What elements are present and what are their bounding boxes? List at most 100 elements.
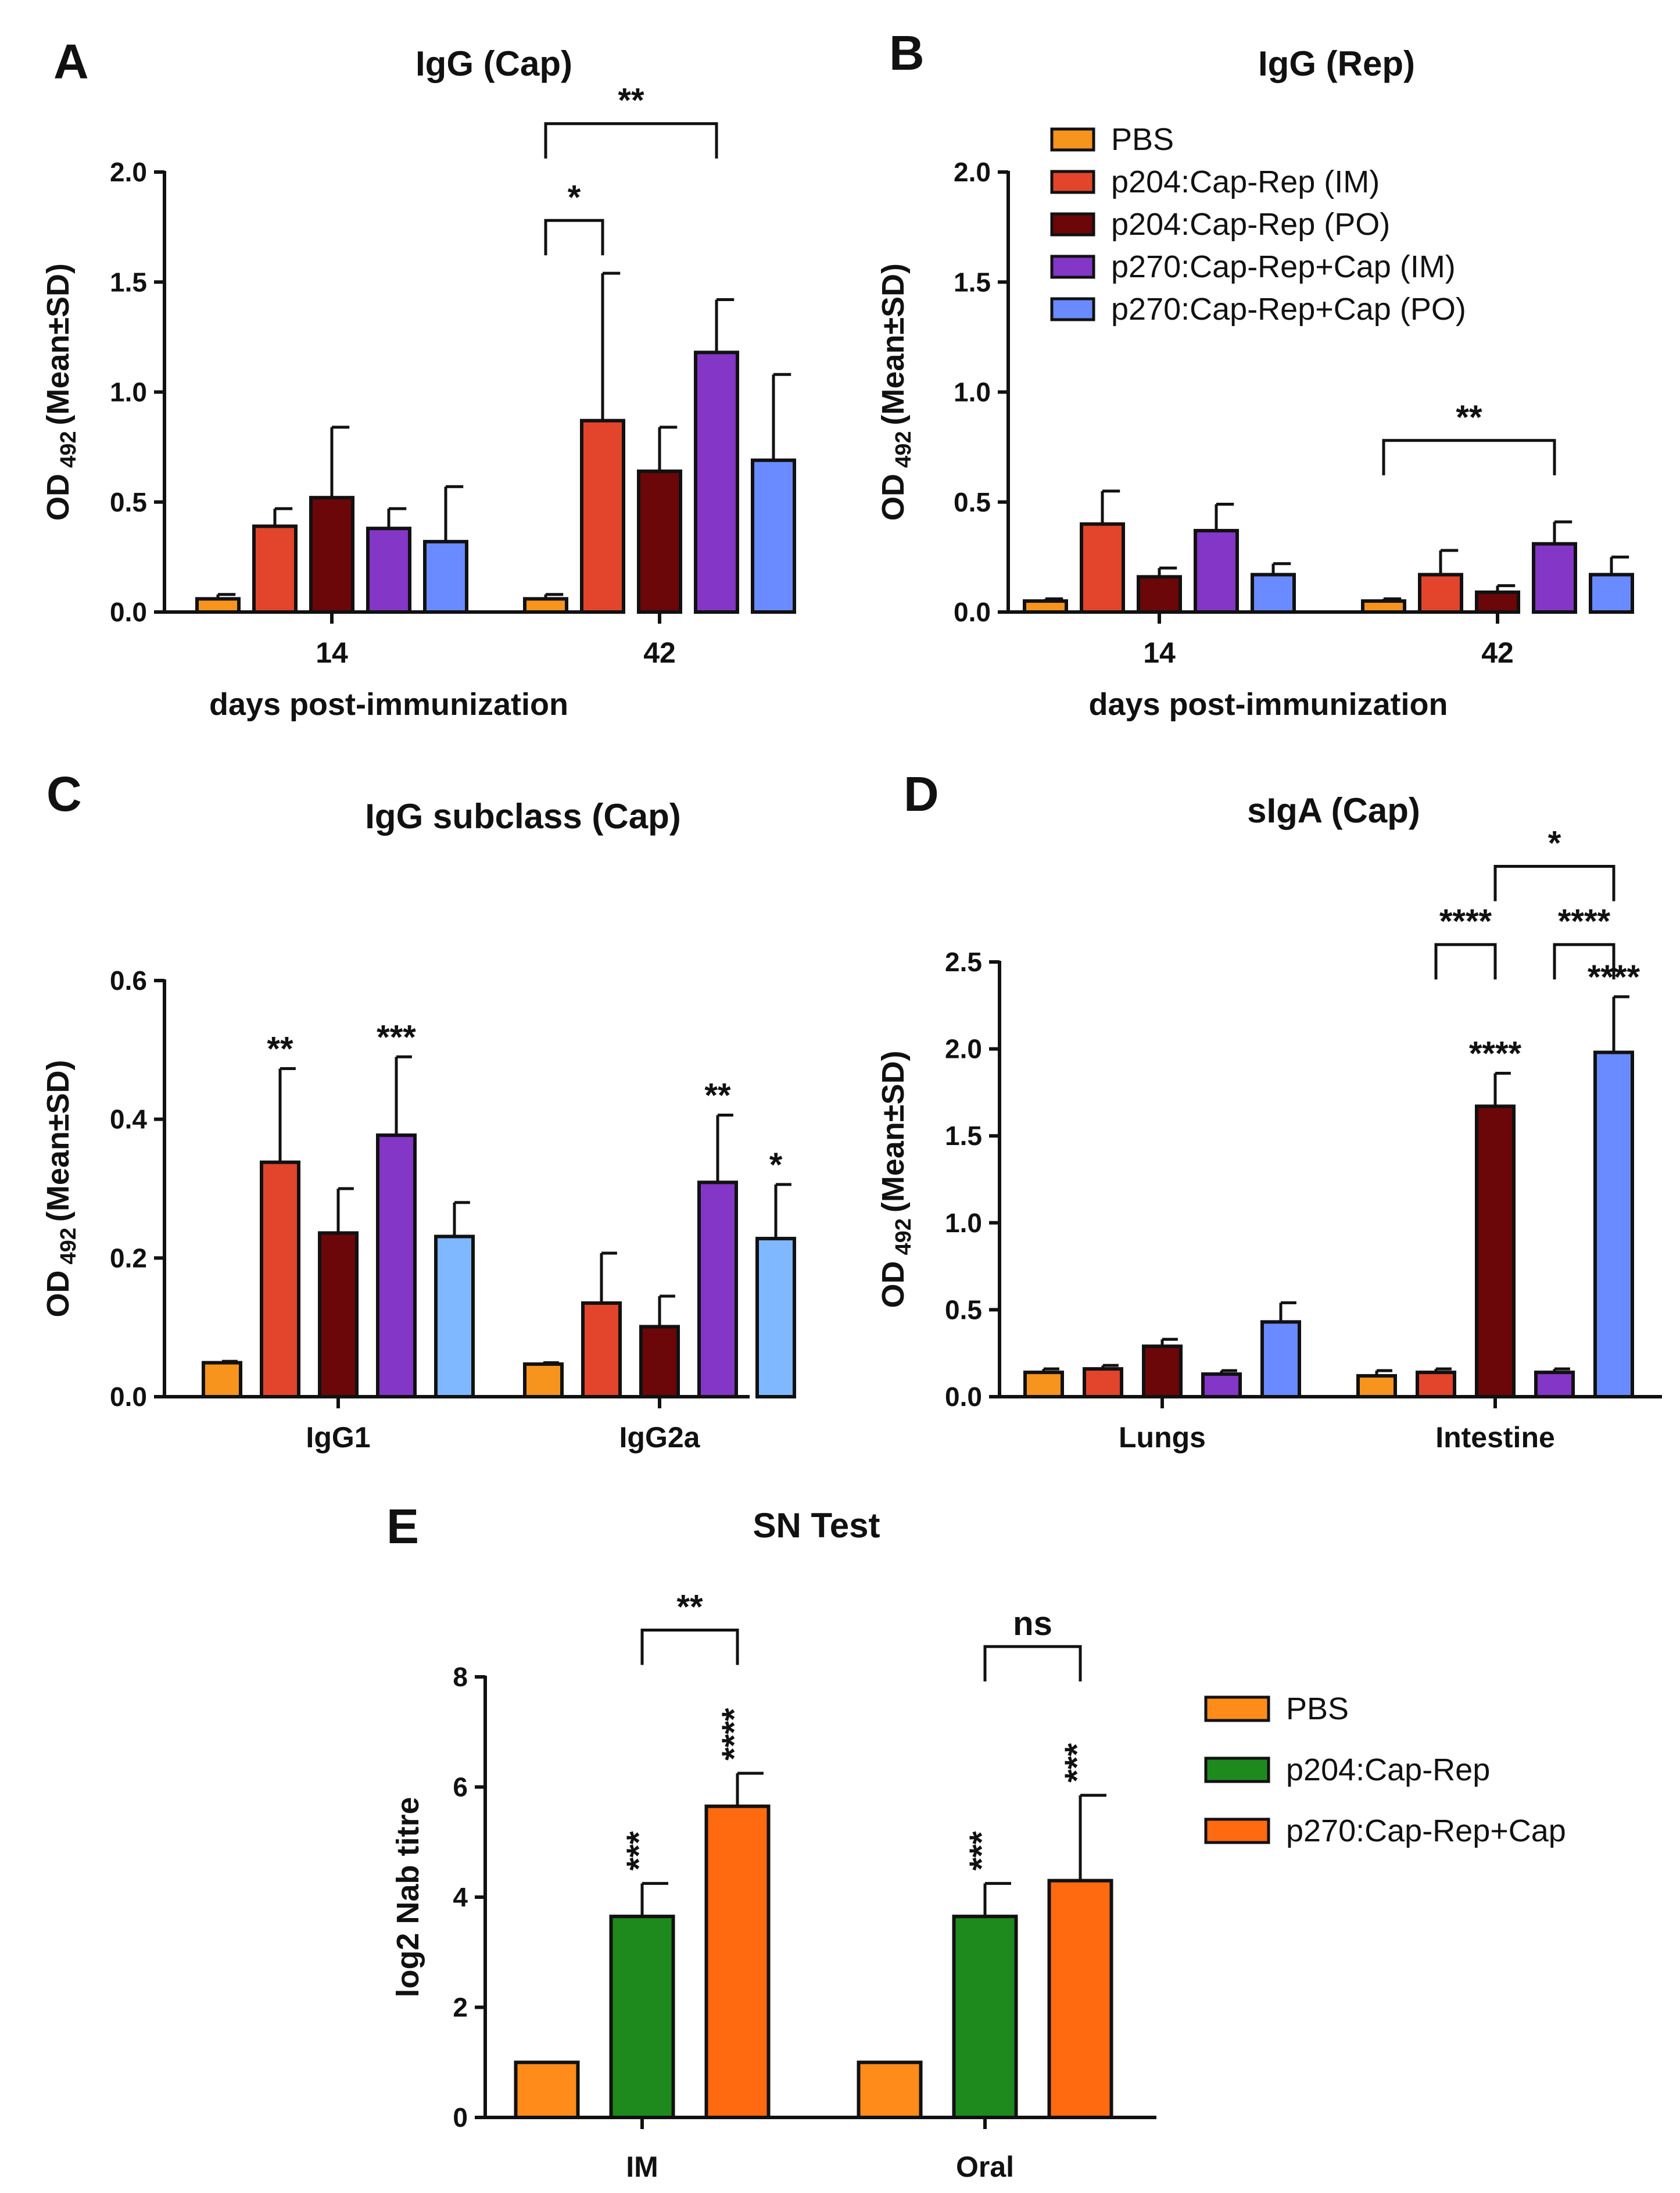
bar xyxy=(423,539,468,614)
legend-swatch xyxy=(1204,1695,1270,1722)
x-axis-label: days post-immunization xyxy=(209,687,568,722)
y-tick-label: 6 xyxy=(453,1772,468,1802)
chart-title: IgG (Rep) xyxy=(1258,44,1415,83)
y-tick-label: 0.4 xyxy=(110,1104,147,1135)
bar xyxy=(1475,1104,1516,1399)
y-axis-label-tail: (Mean±SD) xyxy=(41,1060,76,1222)
chart-title: IgG subclass (Cap) xyxy=(365,797,680,836)
x-category-label: Oral xyxy=(956,2151,1014,2183)
significance-star: *** xyxy=(963,1831,1001,1870)
bar xyxy=(1475,590,1520,614)
panel-letter: B xyxy=(889,26,925,80)
bar xyxy=(1194,528,1239,614)
y-tick-label: 0 xyxy=(453,2102,468,2133)
y-tick-label: 0.0 xyxy=(945,1382,982,1412)
y-axis-label-main: OD xyxy=(876,474,911,521)
bracket-label: **** xyxy=(1439,903,1492,940)
y-axis-label-sub: 492 xyxy=(56,431,81,468)
bar xyxy=(857,2060,923,2119)
y-tick-label: 0.5 xyxy=(954,487,991,517)
x-axis-label: days post-immunization xyxy=(1088,687,1448,722)
significance-star: ** xyxy=(704,1077,731,1115)
bracket-label: **** xyxy=(1558,903,1611,940)
bar xyxy=(1356,1374,1397,1398)
bar xyxy=(1083,1367,1123,1398)
y-axis-label-tail: (Mean±SD) xyxy=(876,263,911,425)
legend-swatch xyxy=(1050,127,1095,152)
x-category-label: 14 xyxy=(1143,636,1176,669)
legend-label: p204:Cap-Rep (IM) xyxy=(1111,164,1380,199)
y-tick-label: 0.0 xyxy=(110,1382,147,1412)
legend-e: PBS p204:Cap-Rep p270:Cap-Rep+Cap xyxy=(1204,1691,1566,1848)
bracket-label: ** xyxy=(1456,399,1482,437)
bar xyxy=(1260,1320,1301,1398)
panels-layer: A IgG (Cap) OD 492 (Mean±SD) 0.0 0.5 1.0 1.5 2.0 1… xyxy=(41,26,1662,2183)
y-axis-label-tail: (Mean±SD) xyxy=(41,263,76,425)
chart-panel-b: B IgG (Rep) OD 492 (Mean±SD) 0.0 0.5 1.0 1.5 2.0 1… xyxy=(876,26,1634,722)
legend-swatch xyxy=(1050,170,1095,194)
panel-letter: E xyxy=(386,1499,419,1554)
x-category-label: 14 xyxy=(316,636,348,669)
bar xyxy=(1418,573,1463,614)
legend-label: PBS xyxy=(1111,122,1174,157)
bar xyxy=(252,524,298,614)
significance-bracket xyxy=(1553,943,1615,980)
panel-letter: D xyxy=(904,767,939,821)
x-category-label: 42 xyxy=(643,636,676,669)
legend-swatch xyxy=(1050,297,1095,321)
y-axis-label-main: OD xyxy=(41,1271,76,1318)
legend-label: p270:Cap-Rep+Cap (PO) xyxy=(1111,292,1466,327)
significance-bracket xyxy=(983,1645,1082,1682)
y-tick-label: 1.0 xyxy=(110,377,147,407)
x-category-label: IgG2a xyxy=(619,1421,701,1454)
bar xyxy=(523,1362,564,1398)
bar xyxy=(609,1915,675,2120)
bar xyxy=(952,1915,1018,2120)
legend-ab: PBS p204:Cap-Rep (IM) p204:Cap-Rep (PO) p27… xyxy=(1050,122,1466,327)
bar xyxy=(1532,542,1577,614)
y-axis-label-main: OD xyxy=(876,1261,911,1308)
legend-label: p270:Cap-Rep+Cap (IM) xyxy=(1111,249,1456,284)
y-tick-label: 0.5 xyxy=(945,1294,982,1325)
chart-title: SN Test xyxy=(753,1506,880,1545)
bar xyxy=(694,350,739,614)
bar xyxy=(704,1804,771,2120)
bar xyxy=(1593,1050,1634,1398)
bar xyxy=(260,1160,300,1398)
bar xyxy=(639,1325,680,1399)
bar xyxy=(580,418,625,614)
y-axis-label: OD 492 (Mean±SD) xyxy=(876,1050,916,1308)
y-tick-label: 1.5 xyxy=(954,267,991,297)
y-tick-label: 0.6 xyxy=(110,965,147,996)
bar xyxy=(1023,1371,1064,1399)
y-tick-label: 0.5 xyxy=(110,487,147,517)
panel-letter: A xyxy=(53,34,89,89)
y-axis-label-sub: 492 xyxy=(56,1228,81,1264)
x-category-label: IgG1 xyxy=(306,1421,370,1454)
y-tick-label: 0.0 xyxy=(110,597,147,627)
bar xyxy=(202,1361,242,1398)
significance-bracket xyxy=(640,1628,739,1665)
legend-label: PBS xyxy=(1286,1691,1349,1726)
significance-star: *** xyxy=(620,1831,658,1870)
bracket-label: * xyxy=(568,178,581,216)
significance-star: * xyxy=(769,1146,783,1184)
bracket-label: ** xyxy=(676,1588,703,1626)
bar xyxy=(318,1231,359,1398)
y-tick-label: 1.0 xyxy=(954,377,991,407)
significance-bracket xyxy=(1434,943,1497,980)
y-axis-label-main: OD xyxy=(41,474,76,521)
x-category-label: 42 xyxy=(1481,636,1514,669)
legend-swatch xyxy=(1204,1818,1270,1844)
bar xyxy=(1589,573,1634,614)
bar xyxy=(1023,599,1068,614)
y-axis-label: log2 Nab titre xyxy=(391,1797,425,1997)
x-category-label: Lungs xyxy=(1119,1421,1206,1454)
chart-panel-a: A IgG (Cap) OD 492 (Mean±SD) 0.0 0.5 1.0 1.5 2.0 1… xyxy=(41,34,796,722)
y-tick-label: 1.5 xyxy=(945,1121,982,1151)
chart-panel-c: C IgG subclass (Cap) OD 492 (Mean±SD) 0.0 0.2 0… xyxy=(41,767,796,1454)
x-category-label: IM xyxy=(626,2151,658,2183)
legends-layer: PBS p204:Cap-Rep (IM) p204:Cap-Rep (PO) p27… xyxy=(1050,122,1566,1848)
bar xyxy=(514,2060,580,2119)
